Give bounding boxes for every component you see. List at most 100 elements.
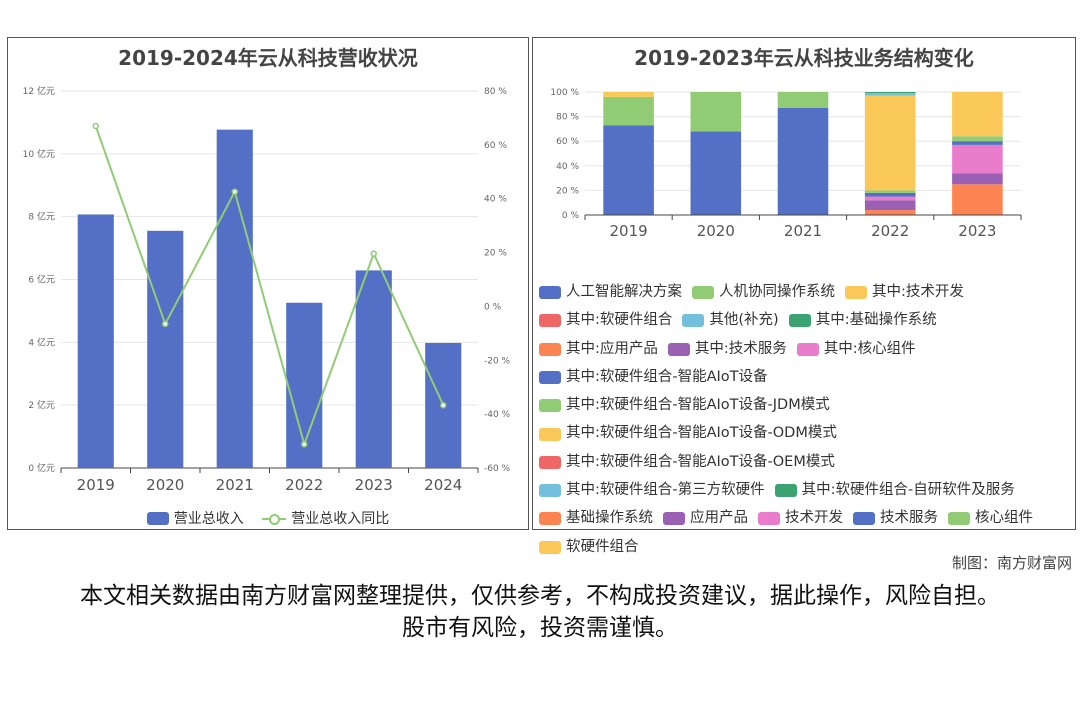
legend-swatch [539, 399, 561, 413]
legend-swatch [774, 484, 797, 498]
stacked-bar-segment [864, 192, 916, 197]
legend-item[interactable]: 其中:软硬件组合-智能AIoT设备-JDM模式 [539, 393, 830, 418]
legend-item[interactable]: 其中:技术开发 [845, 280, 964, 305]
business-structure-panel: 2019-2023年云从科技业务结构变化 0 % 20 % 40 % 60 % 80 %… [532, 37, 1076, 555]
revenue-yoy-line [94, 125, 445, 448]
legend-item[interactable]: 其中:软硬件组合 [539, 308, 672, 333]
legend-label: 其中:软硬件组合-自研软件及服务 [801, 482, 1015, 499]
stacked-bar-segment [864, 196, 916, 201]
legend-label: 其他(补充) [709, 312, 779, 329]
stacked-bar-segment [952, 144, 1003, 174]
legend-label: 其中:技术开发 [872, 284, 964, 300]
legend-label: 基础操作系统 [566, 510, 653, 527]
legend-swatch [758, 512, 780, 526]
legend-label: 软硬件组合 [566, 538, 639, 555]
revenue-bar [77, 214, 114, 468]
revenue-yoy-point [162, 320, 169, 328]
legend-item[interactable]: 基础操作系统 [539, 506, 653, 531]
stacked-bar-segment [952, 92, 1003, 137]
legend-item[interactable]: 应用产品 [663, 506, 748, 531]
legend-swatch [682, 314, 705, 328]
legend-swatch [663, 512, 685, 526]
y-left-tick-label: 0 亿元 [28, 462, 55, 474]
y-right-tick-label: -40 % [484, 410, 511, 420]
legend-swatch [853, 512, 875, 526]
legend-swatch [539, 455, 561, 469]
y-right-tick-label: -20 % [484, 356, 511, 366]
legend-item[interactable]: 其中:核心组件 [796, 337, 916, 362]
chart-credit: 制图：南方财富网 [951, 554, 1072, 572]
legend-item[interactable]: 技术服务 [853, 506, 938, 531]
stacked-bar-segment [864, 200, 916, 211]
legend-swatch [539, 484, 561, 498]
y-tick-label: 60 % [556, 137, 579, 147]
legend-label: 其中:软硬件组合 [566, 312, 673, 329]
y-left-tick-label: 8 亿元 [28, 211, 55, 223]
legend-label: 其中:软硬件组合-第三方软硬件 [566, 482, 765, 499]
x-tick-label: 2023 [355, 476, 393, 494]
legend-item[interactable]: 核心组件 [948, 506, 1033, 531]
revenue-chart-panel: 2019-2024年云从科技营收状况 0 亿元 2 亿元 4 亿元 6 亿元 8 亿元 1… [7, 37, 529, 530]
legend-swatch [539, 512, 561, 526]
legend-item[interactable]: 其中:软硬件组合-自研软件及服务 [774, 478, 1015, 503]
x-tick-label: 2022 [871, 222, 909, 240]
y-right-tick-label: 60 % [484, 141, 507, 151]
legend-swatch [539, 342, 561, 356]
business-structure-legend: 人工智能解决方案 人机协同操作系统 其中:技术开发其中:软硬件组合 其他(补充) 其中:… [539, 280, 1075, 563]
legend-label-revenue-yoy: 营业总收入同比 [291, 511, 390, 527]
legend-item-revenue[interactable]: 营业总收入 [146, 508, 244, 528]
legend-item[interactable]: 人机协同操作系统 [692, 280, 835, 305]
business-structure-svg: 0 % 20 % 40 % 60 % 80 % 100 % 2019 2020 2021 2022… [550, 88, 1022, 240]
stacked-bar-segment [603, 96, 654, 126]
stacked-bar-segment [690, 92, 742, 132]
legend-swatch [845, 286, 867, 300]
revenue-chart-svg: 0 亿元 2 亿元 4 亿元 6 亿元 8 亿元 10 亿元 12 亿元 -60 % -40 %… [23, 85, 511, 494]
legend-swatch [539, 286, 561, 300]
legend-item[interactable]: 其中:软硬件组合-智能AIoT设备-ODM模式 [539, 421, 837, 446]
y-left-tick-label: 4 亿元 [28, 336, 55, 348]
legend-item[interactable]: 其中:软硬件组合-智能AIoT设备 [539, 365, 768, 390]
legend-swatch [948, 512, 970, 526]
legend-label: 其中:应用产品 [566, 340, 658, 357]
legend-swatch [692, 286, 714, 300]
revenue-bar [147, 230, 184, 468]
legend-item[interactable]: 其中:技术服务 [667, 337, 787, 362]
stacked-bar-segment [952, 136, 1003, 142]
revenue-bar [216, 129, 253, 468]
y-tick-label: 20 % [556, 186, 579, 196]
x-tick-label: 2019 [610, 222, 648, 240]
legend-item[interactable]: 其中:软硬件组合-第三方软硬件 [539, 478, 765, 503]
legend-item-revenue-yoy[interactable]: 营业总收入同比 [262, 508, 389, 528]
y-tick-label: 80 % [556, 113, 579, 123]
revenue-yoy-point [370, 250, 377, 257]
legend-label: 其中:核心组件 [823, 340, 916, 357]
legend-label: 应用产品 [690, 510, 748, 527]
legend-item[interactable]: 其中:应用产品 [539, 337, 658, 362]
y-left-tick-label: 10 亿元 [23, 148, 55, 160]
legend-item[interactable]: 人工智能解决方案 [539, 280, 682, 305]
stacked-bar-segment [952, 141, 1003, 145]
x-tick-label: 2020 [697, 222, 735, 240]
revenue-bar [286, 302, 323, 468]
stacked-bar-segment [603, 125, 654, 215]
stacked-bar-segment [864, 93, 916, 96]
legend-item[interactable]: 技术开发 [758, 506, 843, 531]
y-right-tick-label: -60 % [484, 464, 511, 474]
revenue-chart-legend: 营业总收入 营业总收入同比 [8, 508, 528, 529]
legend-label: 技术开发 [785, 510, 843, 527]
y-tick-label: 0 % [562, 211, 580, 221]
legend-swatch [788, 314, 811, 328]
legend-item[interactable]: 软硬件组合 [539, 535, 639, 560]
revenue-yoy-point [92, 122, 99, 130]
y-left-tick-label: 12 亿元 [23, 85, 55, 97]
legend-item[interactable]: 其中:软硬件组合-智能AIoT设备-OEM模式 [539, 450, 835, 475]
legend-item[interactable]: 其他(补充) [682, 308, 779, 333]
revenue-chart-title: 2019-2024年云从科技营收状况 [118, 46, 418, 70]
legend-label: 其中:技术服务 [694, 340, 787, 357]
x-tick-label: 2019 [77, 476, 115, 494]
y-right-tick-label: 80 % [484, 87, 507, 97]
legend-item[interactable]: 其中:基础操作系统 [788, 308, 937, 333]
legend-swatch [796, 342, 819, 356]
revenue-yoy-point [301, 441, 308, 448]
legend-label: 核心组件 [975, 510, 1033, 527]
